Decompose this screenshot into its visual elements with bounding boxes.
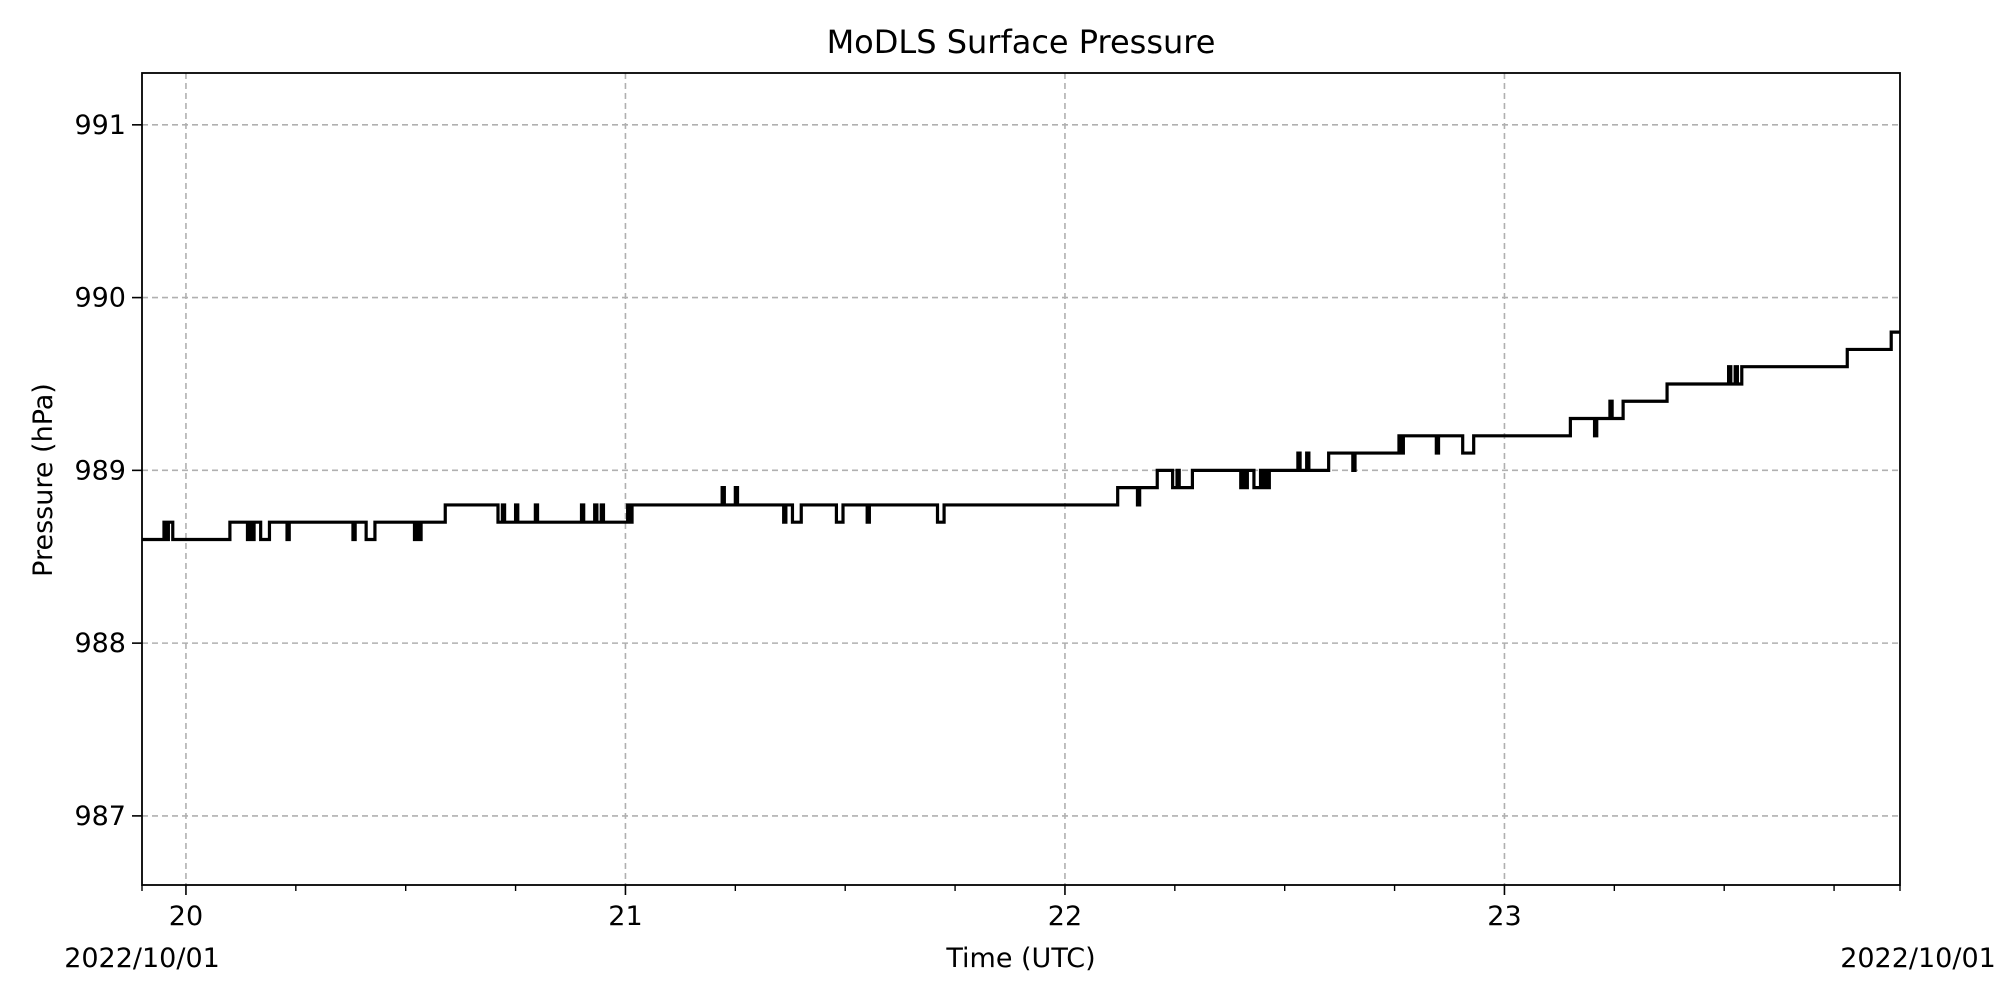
plot-frame (141, 72, 1901, 886)
grid-lines (142, 73, 1900, 885)
y-tick-label: 991 (74, 110, 126, 141)
x-axis-label: Time (UTC) (945, 943, 1095, 974)
x-tick-label: 22 (1048, 901, 1082, 932)
end-date-label: 2022/10/01 (1840, 943, 1996, 974)
y-axis-label: Pressure (hPa) (28, 383, 59, 577)
x-tick-label: 23 (1487, 901, 1521, 932)
y-tick-label: 988 (74, 628, 126, 659)
y-tick-label: 987 (74, 801, 126, 832)
y-tick-label: 989 (74, 455, 126, 486)
x-tick-label: 21 (608, 901, 642, 932)
pressure-series-line (142, 330, 1900, 542)
data-series (142, 330, 1900, 542)
chart-title: MoDLS Surface Pressure (827, 23, 1216, 61)
axis-ticks: 20 21 22 23 987 988 989 990 991 (74, 110, 1901, 932)
y-tick-label: 990 (74, 283, 126, 314)
start-date-label: 2022/10/01 (64, 943, 220, 974)
x-tick-label: 20 (169, 901, 203, 932)
